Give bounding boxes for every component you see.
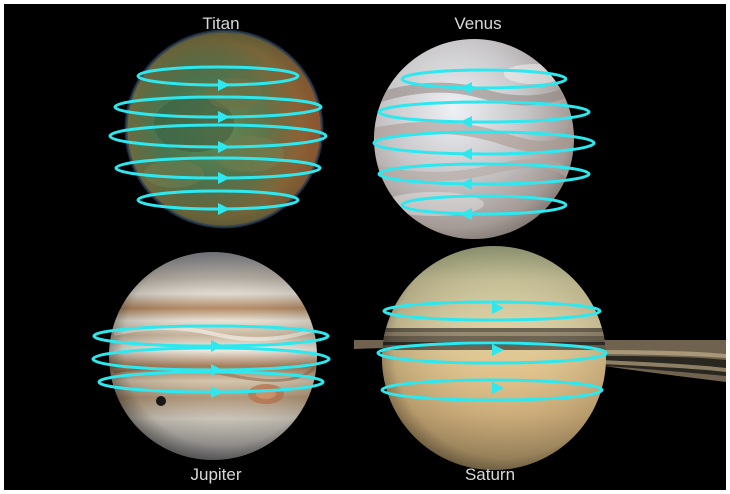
rotation-arrow-icon	[218, 79, 230, 215]
venus-wind-arrows	[372, 68, 596, 216]
figure-panel: Titan Venus Jupiter Saturn	[4, 4, 726, 490]
planets-illustration	[91, 29, 726, 470]
planet-label-venus: Venus	[454, 14, 502, 33]
planet-label-titan: Titan	[202, 14, 240, 33]
jupiter-globe	[109, 252, 317, 460]
saturn-rings	[354, 340, 726, 382]
planet-label-saturn: Saturn	[464, 465, 516, 484]
planet-label-jupiter: Jupiter	[190, 465, 242, 484]
saturn-globe	[382, 246, 606, 470]
